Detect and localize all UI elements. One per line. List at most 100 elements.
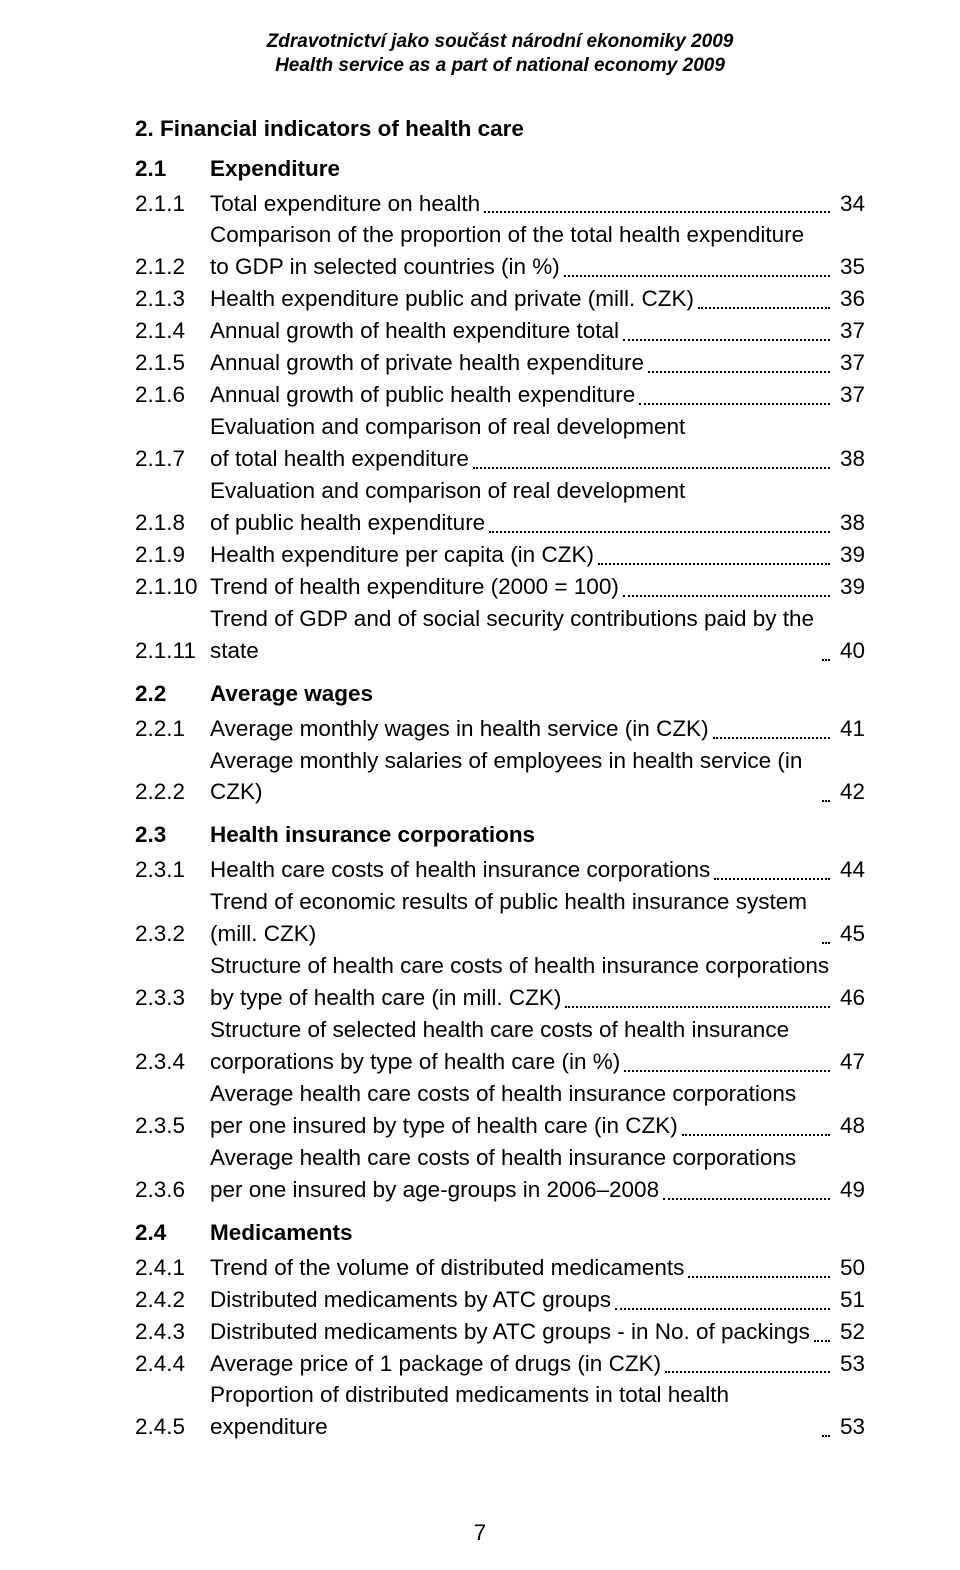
toc-entry-page: 53 — [834, 1411, 865, 1443]
chapter-title: 2. Financial indicators of health care — [135, 116, 865, 142]
toc-entry-num: 2.3.6 — [135, 1174, 210, 1206]
toc-entry-line: by type of health care (in mill. CZK) — [210, 982, 561, 1014]
toc-entry-line: Average health care costs of health insu… — [210, 1142, 865, 1174]
toc-entry-line: per one insured by type of health care (… — [210, 1110, 678, 1142]
subsection-heading: 2.4Medicaments — [135, 1220, 865, 1246]
subsection-label: Average wages — [210, 681, 373, 707]
leader-dots — [822, 1435, 830, 1437]
leader-dots — [489, 531, 830, 533]
leader-dots — [484, 211, 830, 213]
toc-entry: 2.4.1Trend of the volume of distributed … — [135, 1252, 865, 1284]
leader-dots — [663, 1198, 830, 1200]
toc-entry: 2.3.2Trend of economic results of public… — [135, 886, 865, 950]
toc-entry: 2.1.6Annual growth of public health expe… — [135, 379, 865, 411]
toc-entry: 2.3.1Health care costs of health insuran… — [135, 854, 865, 886]
subsection-heading: 2.2Average wages — [135, 681, 865, 707]
toc-entry: 2.1.9Health expenditure per capita (in C… — [135, 539, 865, 571]
toc-entry-page: 35 — [834, 251, 865, 283]
toc-entry-text: Evaluation and comparison of real develo… — [210, 411, 865, 475]
subsection-heading: 2.3Health insurance corporations — [135, 822, 865, 848]
toc-entry-num: 2.1.8 — [135, 507, 210, 539]
toc-entry-text: Structure of health care costs of health… — [210, 950, 865, 1014]
toc-entry-line: to GDP in selected countries (in %) — [210, 251, 560, 283]
toc-entry-page: 44 — [834, 854, 865, 886]
toc-entry-text: Proportion of distributed medicaments in… — [210, 1379, 818, 1443]
toc-entry-num: 2.3.4 — [135, 1046, 210, 1078]
toc-entry-text: Trend of GDP and of social security cont… — [210, 603, 818, 667]
toc-entry-num: 2.1.11 — [135, 635, 210, 667]
leader-dots — [698, 307, 830, 309]
toc-entry-text: Distributed medicaments by ATC groups - … — [210, 1316, 810, 1348]
toc-entry-page: 49 — [834, 1174, 865, 1206]
toc-entry: 2.1.2Comparison of the proportion of the… — [135, 219, 865, 283]
leader-dots — [565, 1006, 829, 1008]
toc-entry-line: Comparison of the proportion of the tota… — [210, 219, 865, 251]
toc-entry-num: 2.2.2 — [135, 776, 210, 808]
toc-entry-page: 41 — [834, 713, 865, 745]
toc-entry: 2.3.3Structure of health care costs of h… — [135, 950, 865, 1014]
toc-entry-page: 34 — [834, 188, 865, 220]
toc-entry-page: 46 — [834, 982, 865, 1014]
leader-dots — [688, 1276, 829, 1278]
toc-entry-page: 36 — [834, 283, 865, 315]
toc-entry: 2.1.10Trend of health expenditure (2000 … — [135, 571, 865, 603]
toc-entry: 2.1.3Health expenditure public and priva… — [135, 283, 865, 315]
toc-entry-text: Average monthly wages in health service … — [210, 713, 709, 745]
leader-dots — [473, 467, 830, 469]
toc-entry-num: 2.4.2 — [135, 1284, 210, 1316]
toc-entry: 2.3.4Structure of selected health care c… — [135, 1014, 865, 1078]
toc-entry-num: 2.2.1 — [135, 713, 210, 745]
toc-entry-text: Trend of economic results of public heal… — [210, 886, 818, 950]
leader-dots — [564, 275, 830, 277]
toc-entry: 2.4.5Proportion of distributed medicamen… — [135, 1379, 865, 1443]
toc-entry: 2.3.6Average health care costs of health… — [135, 1142, 865, 1206]
toc-entry-num: 2.1.9 — [135, 539, 210, 571]
toc-entry-page: 50 — [834, 1252, 865, 1284]
toc-entry: 2.1.8Evaluation and comparison of real d… — [135, 475, 865, 539]
toc-entry-text: Health expenditure public and private (m… — [210, 283, 694, 315]
leader-dots — [822, 800, 830, 802]
toc-entry-num: 2.1.1 — [135, 188, 210, 220]
toc-entry-page: 37 — [834, 315, 865, 347]
leader-dots — [713, 737, 830, 739]
toc-entry-page: 51 — [834, 1284, 865, 1316]
toc-entry-page: 40 — [834, 635, 865, 667]
toc-container: 2.1Expenditure2.1.1Total expenditure on … — [135, 156, 865, 1444]
toc-entry-page: 39 — [834, 539, 865, 571]
toc-entry-line: Evaluation and comparison of real develo… — [210, 475, 865, 507]
toc-entry-line: per one insured by age-groups in 2006–20… — [210, 1174, 659, 1206]
toc-entry-num: 2.4.4 — [135, 1348, 210, 1380]
toc-entry-text: Annual growth of private health expendit… — [210, 347, 644, 379]
toc-entry-text: Health care costs of health insurance co… — [210, 854, 710, 886]
toc-entry: 2.4.2Distributed medicaments by ATC grou… — [135, 1284, 865, 1316]
subsection-num: 2.4 — [135, 1220, 210, 1246]
toc-entry-text: Structure of selected health care costs … — [210, 1014, 865, 1078]
toc-entry-num: 2.1.6 — [135, 379, 210, 411]
toc-entry-num: 2.3.1 — [135, 854, 210, 886]
chapter-label: Financial indicators of health care — [160, 116, 524, 141]
page-number: 7 — [0, 1520, 960, 1546]
subsection-heading: 2.1Expenditure — [135, 156, 865, 182]
leader-dots — [665, 1371, 830, 1373]
toc-entry-text: Average health care costs of health insu… — [210, 1078, 865, 1142]
toc-entry-num: 2.3.3 — [135, 982, 210, 1014]
toc-entry: 2.1.5Annual growth of private health exp… — [135, 347, 865, 379]
leader-dots — [822, 942, 830, 944]
toc-entry-page: 38 — [834, 443, 865, 475]
toc-entry: 2.1.4Annual growth of health expenditure… — [135, 315, 865, 347]
leader-dots — [639, 403, 829, 405]
toc-entry-page: 38 — [834, 507, 865, 539]
toc-entry-line: Average health care costs of health insu… — [210, 1078, 865, 1110]
toc-entry-text: Trend of health expenditure (2000 = 100) — [210, 571, 619, 603]
toc-entry-num: 2.1.4 — [135, 315, 210, 347]
leader-dots — [682, 1134, 830, 1136]
leader-dots — [822, 659, 830, 661]
toc-entry: 2.2.2Average monthly salaries of employe… — [135, 745, 865, 809]
toc-entry-num: 2.4.1 — [135, 1252, 210, 1284]
toc-entry: 2.1.11Trend of GDP and of social securit… — [135, 603, 865, 667]
page-header: Zdravotnictví jako součást národní ekono… — [135, 30, 865, 78]
toc-entry-num: 2.1.5 — [135, 347, 210, 379]
leader-dots — [623, 339, 830, 341]
toc-entry: 2.2.1Average monthly wages in health ser… — [135, 713, 865, 745]
subsection-num: 2.1 — [135, 156, 210, 182]
